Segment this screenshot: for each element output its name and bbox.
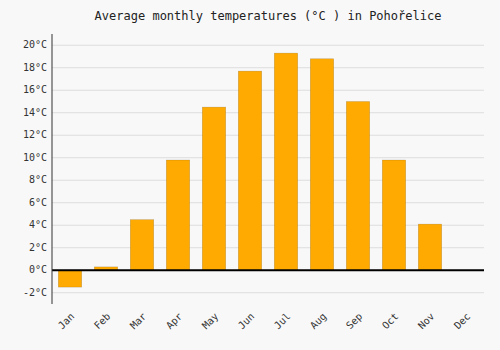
y-axis-line xyxy=(52,34,53,304)
chart-container: Average monthly temperatures (°C ) in Po… xyxy=(0,0,500,350)
bar xyxy=(166,160,189,270)
grid-line xyxy=(52,135,484,136)
x-tick-label: Dec xyxy=(452,311,473,332)
grid-line xyxy=(52,292,484,293)
y-tick-label: 10°C xyxy=(23,152,47,163)
y-tick-label: 0°C xyxy=(29,264,47,275)
x-tick-label: Nov xyxy=(416,311,437,332)
y-tick-label: 12°C xyxy=(23,129,47,140)
grid-line xyxy=(52,180,484,181)
bar xyxy=(274,53,297,270)
x-tick-label: Jan xyxy=(56,311,77,332)
bar xyxy=(58,270,81,287)
chart: Average monthly temperatures (°C ) in Po… xyxy=(0,0,500,350)
y-tick-label: 4°C xyxy=(29,219,47,230)
y-tick-label: 18°C xyxy=(23,62,47,73)
grid-line xyxy=(52,90,484,91)
x-tick-label: Oct xyxy=(380,311,401,332)
x-tick-label: Sep xyxy=(344,311,365,332)
y-tick-label: 16°C xyxy=(23,84,47,95)
bar xyxy=(238,71,261,270)
x-tick-labels: Jan Feb Mar Apr May Jun Jul Aug Sep Oct Nov Dec xyxy=(56,311,473,332)
title: Average monthly temperatures (°C ) in Po… xyxy=(95,9,442,23)
y-tick-label: -2°C xyxy=(23,287,47,298)
bar xyxy=(202,107,225,270)
grid xyxy=(52,45,484,293)
y-tick-label: 2°C xyxy=(29,242,47,253)
bar xyxy=(418,224,441,270)
grid-line xyxy=(52,45,484,46)
x-tick-label: Mar xyxy=(128,311,149,332)
y-tick-label: 20°C xyxy=(23,39,47,50)
x-tick-label: Aug xyxy=(308,311,329,332)
x-tick-label: May xyxy=(200,311,221,332)
y-tick-label: 14°C xyxy=(23,107,47,118)
bar xyxy=(382,160,405,270)
x-tick-label: Feb xyxy=(92,311,113,332)
bar xyxy=(130,220,153,271)
bars xyxy=(58,53,441,287)
x-tick-label: Jun xyxy=(236,311,257,332)
bar xyxy=(310,59,333,271)
y-tick-labels: -2°C 0°C 2°C 4°C 6°C 8°C 10°C 12°C 14°C 16°C 18°C 2… xyxy=(23,39,47,298)
zero-line xyxy=(52,269,484,271)
x-tick-label: Jul xyxy=(272,311,293,332)
bar xyxy=(346,102,369,271)
background xyxy=(0,0,500,350)
grid-line xyxy=(52,270,484,271)
y-tick-label: 8°C xyxy=(29,174,47,185)
grid-line xyxy=(52,202,484,203)
grid-line xyxy=(52,112,484,113)
y-tick-label: 6°C xyxy=(29,197,47,208)
grid-line xyxy=(52,157,484,158)
x-tick-label: Apr xyxy=(164,311,185,332)
grid-line xyxy=(52,67,484,68)
